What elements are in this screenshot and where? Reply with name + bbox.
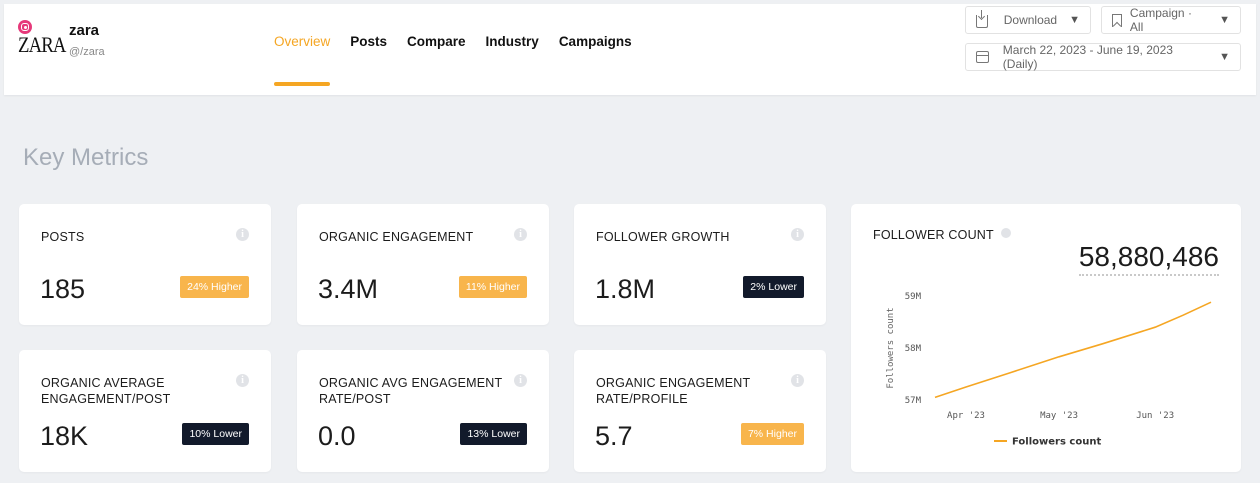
metric-label: FOLLOWER GROWTH	[596, 230, 730, 244]
caret-down-icon: ▼	[1069, 14, 1080, 26]
x-tick-label: Apr '23	[947, 411, 985, 421]
metric-value: 3.4M	[318, 274, 379, 304]
metric-label: ORGANIC AVG ENGAGEMENT RATE/POST	[319, 376, 503, 406]
tab-overview[interactable]: Overview	[274, 34, 331, 86]
tab-compare[interactable]: Compare	[407, 34, 466, 49]
campaign-label: Campaign · All	[1129, 6, 1192, 34]
follower-count-label: FOLLOWER COUNT	[873, 228, 994, 242]
trend-badge: 11% Higher	[458, 276, 527, 298]
metric-value: 18K	[40, 421, 89, 451]
info-icon[interactable]: i	[514, 228, 527, 241]
y-tick-label: 58M	[905, 344, 922, 354]
follower-count-card: FOLLOWER COUNT 58,880,486 57M 58M 59M Apr '…	[851, 204, 1241, 472]
trend-badge: 13% Lower	[460, 423, 527, 445]
brand-handle: @/zara	[69, 46, 105, 58]
info-icon[interactable]: i	[791, 228, 804, 241]
metric-card-avg-engagement-post: ORGANIC AVERAGE ENGAGEMENT/POST i 18K 10…	[19, 350, 271, 472]
y-tick-label: 57M	[905, 396, 922, 406]
metric-card-follower-growth: FOLLOWER GROWTH i 1.8M 2% Lower	[574, 204, 826, 325]
y-axis-label: Followers count	[886, 307, 896, 388]
metric-label: POSTS	[41, 230, 85, 244]
download-label: Download	[1003, 13, 1058, 27]
info-icon[interactable]	[1001, 228, 1011, 238]
trend-badge: 7% Higher	[740, 423, 804, 445]
instagram-icon	[18, 20, 32, 34]
tab-industry[interactable]: Industry	[485, 34, 539, 49]
brand-block[interactable]: ZARA zara @/zara	[18, 20, 118, 70]
metric-value: 5.7	[595, 421, 633, 451]
info-icon[interactable]: i	[236, 228, 249, 241]
section-title: Key Metrics	[23, 144, 149, 171]
trend-badge: 24% Higher	[180, 276, 249, 298]
main-nav: Overview Posts Compare Industry Campaign…	[274, 34, 632, 86]
metric-card-posts: POSTS i 185 24% Higher	[19, 204, 271, 325]
follower-line-chart: 57M 58M 59M Apr '23 May '23 Jun '23 Followers …	[886, 292, 1212, 448]
date-range-select[interactable]: March 22, 2023 - June 19, 2023 (Daily) ▼	[965, 43, 1241, 71]
trend-badge: 2% Lower	[743, 276, 804, 298]
metric-value: 185	[40, 274, 86, 304]
top-header: ZARA zara @/zara Overview Posts Compare …	[4, 4, 1256, 95]
metric-card-avg-engagement-rate-post: ORGANIC AVG ENGAGEMENT RATE/POST i 0.0 1…	[297, 350, 549, 472]
calendar-icon	[976, 51, 989, 63]
metric-card-organic-engagement: ORGANIC ENGAGEMENT i 3.4M 11% Higher	[297, 204, 549, 325]
date-range-label: March 22, 2023 - June 19, 2023 (Daily)	[1002, 43, 1173, 71]
x-tick-label: May '23	[1040, 411, 1078, 421]
metric-label: ORGANIC ENGAGEMENT RATE/PROFILE	[596, 376, 751, 406]
metric-card-engagement-rate-profile: ORGANIC ENGAGEMENT RATE/PROFILE i 5.7 7%…	[574, 350, 826, 472]
y-tick-label: 59M	[905, 292, 922, 302]
caret-down-icon: ▼	[1219, 14, 1230, 26]
legend-label: Followers count	[1012, 437, 1101, 448]
info-icon[interactable]: i	[791, 374, 804, 387]
download-button[interactable]: Download ▼	[965, 6, 1091, 34]
campaign-select[interactable]: Campaign · All ▼	[1101, 6, 1241, 34]
metric-value: 0.0	[318, 421, 356, 451]
x-tick-label: Jun '23	[1136, 411, 1174, 421]
metric-label: ORGANIC ENGAGEMENT	[319, 230, 474, 244]
caret-down-icon: ▼	[1219, 51, 1230, 63]
series-line-followers	[934, 301, 1212, 399]
tab-campaigns[interactable]: Campaigns	[558, 34, 632, 49]
zara-logo: ZARA	[18, 32, 66, 57]
tab-posts[interactable]: Posts	[350, 34, 388, 49]
follower-count-value: 58,880,486	[1078, 240, 1219, 276]
info-icon[interactable]: i	[236, 374, 249, 387]
trend-badge: 10% Lower	[182, 423, 249, 445]
brand-name: zara	[69, 22, 100, 39]
metric-value: 1.8M	[595, 274, 656, 304]
download-icon	[976, 10, 988, 28]
metric-label: ORGANIC AVERAGE ENGAGEMENT/POST	[41, 376, 171, 406]
bookmark-icon	[1112, 13, 1122, 27]
info-icon[interactable]: i	[514, 374, 527, 387]
